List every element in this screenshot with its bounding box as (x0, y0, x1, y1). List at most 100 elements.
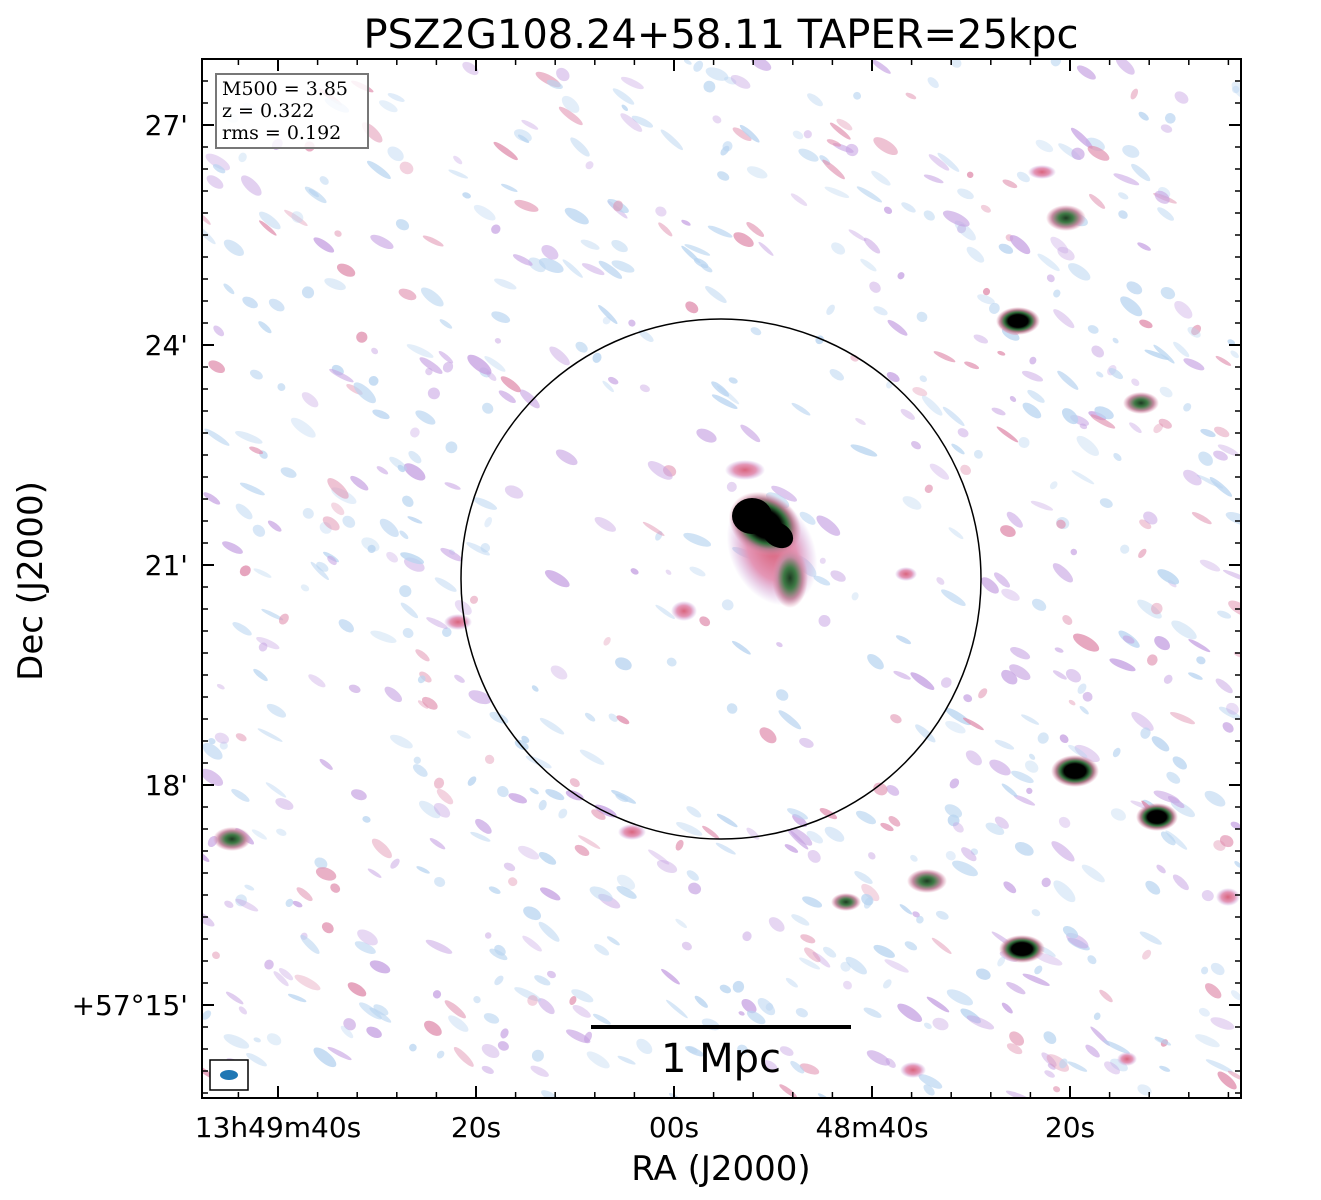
noise-blob (472, 497, 498, 510)
noise-blob (484, 356, 506, 372)
noise-blob (966, 1015, 995, 1030)
noise-blob (994, 739, 1015, 750)
noise-blob (1002, 179, 1018, 189)
noise-blob (384, 686, 403, 703)
noise-blob (1001, 588, 1020, 601)
noise-blob (945, 720, 966, 734)
noise-blob (1076, 435, 1100, 456)
noise-blob (434, 877, 446, 887)
noise-blob (1191, 324, 1202, 336)
noise-blob (1139, 319, 1153, 329)
noise-blob (213, 325, 225, 337)
noise-blob (586, 1051, 610, 1069)
noise-blob (886, 784, 900, 796)
noise-blob (1115, 59, 1135, 75)
noise-blob (1096, 371, 1104, 378)
x-tick-label-5: 20s (1045, 1111, 1095, 1144)
noise-blob (791, 402, 811, 416)
noise-blob (620, 113, 643, 132)
y-tick-label-2: 24' (145, 329, 188, 362)
noise-blob (256, 636, 280, 650)
noise-blob (785, 977, 798, 988)
noise-blob (873, 782, 888, 796)
noise-blob (500, 376, 521, 393)
noise-blob (1131, 163, 1151, 182)
noise-blob (1051, 841, 1075, 862)
noise-blob (721, 599, 734, 611)
noise-blob (313, 1047, 337, 1068)
noise-blob (513, 129, 532, 142)
noise-blob (647, 461, 673, 480)
noise-blob (616, 885, 637, 899)
noise-blob (795, 1008, 808, 1018)
noise-blob (616, 715, 630, 725)
noise-blob (244, 884, 255, 891)
noise-blob (927, 77, 939, 89)
noise-blob (475, 818, 492, 834)
noise-blob (776, 642, 783, 648)
noise-blob (483, 1013, 500, 1024)
noise-blob (683, 59, 692, 65)
noise-blob (807, 93, 823, 107)
noise-blob (366, 160, 391, 180)
noise-blob (1109, 658, 1136, 672)
noise-blob (1200, 428, 1216, 438)
noise-blob (277, 383, 286, 392)
noise-blob (517, 845, 540, 860)
noise-blob (212, 951, 220, 960)
noise-blob (991, 407, 1006, 416)
noise-blob (779, 1046, 794, 1056)
noise-blob (278, 613, 289, 625)
noise-blob (454, 674, 465, 683)
noise-blob (895, 635, 912, 645)
noise-blob (684, 244, 711, 256)
noise-blob (923, 1022, 932, 1030)
noise-blob (202, 768, 224, 786)
noise-blob (711, 381, 730, 397)
noise-blob (733, 232, 754, 247)
noise-blob (1199, 559, 1221, 572)
noise-blob (807, 849, 821, 863)
noise-blob (806, 830, 824, 844)
noise-blob (412, 764, 428, 777)
noise-blob (330, 883, 341, 893)
noise-blob (370, 234, 394, 250)
noise-blob (790, 1060, 805, 1074)
noise-blob (1131, 378, 1140, 387)
noise-blob (314, 857, 328, 869)
noise-blob (208, 737, 216, 745)
noise-blob (675, 839, 684, 851)
noise-blob (977, 294, 995, 305)
noise-blob (1009, 664, 1031, 681)
info-box: M500 = 3.85 z = 0.322 rms = 0.192 (215, 73, 369, 149)
noise-blob (836, 118, 853, 131)
noise-blob (445, 441, 458, 454)
central-source (671, 460, 917, 621)
noise-blob (1082, 691, 1093, 702)
noise-blob (705, 286, 727, 303)
noise-blob (400, 552, 425, 565)
noise-blob (871, 170, 891, 186)
noise-blob (1056, 519, 1066, 529)
noise-blob (617, 1055, 636, 1065)
noise-blob (1054, 647, 1064, 653)
noise-blob (1214, 426, 1230, 438)
noise-blob (1108, 368, 1124, 380)
noise-blob (285, 898, 294, 908)
noise-blob (1081, 864, 1105, 883)
noise-blob (942, 210, 970, 227)
noise-blob (689, 566, 706, 577)
noise-blob (716, 813, 738, 828)
noise-blob (1157, 569, 1180, 585)
noise-blob (1122, 635, 1135, 644)
noise-blob (804, 947, 821, 963)
noise-blob (952, 822, 964, 833)
noise-blob (897, 1003, 923, 1023)
noise-blob (851, 592, 859, 601)
noise-blob (547, 970, 556, 979)
noise-blob (822, 159, 845, 180)
noise-blob (681, 941, 692, 951)
noise-blob (1217, 610, 1232, 619)
noise-blob (232, 622, 252, 636)
noise-blob (997, 956, 1006, 967)
